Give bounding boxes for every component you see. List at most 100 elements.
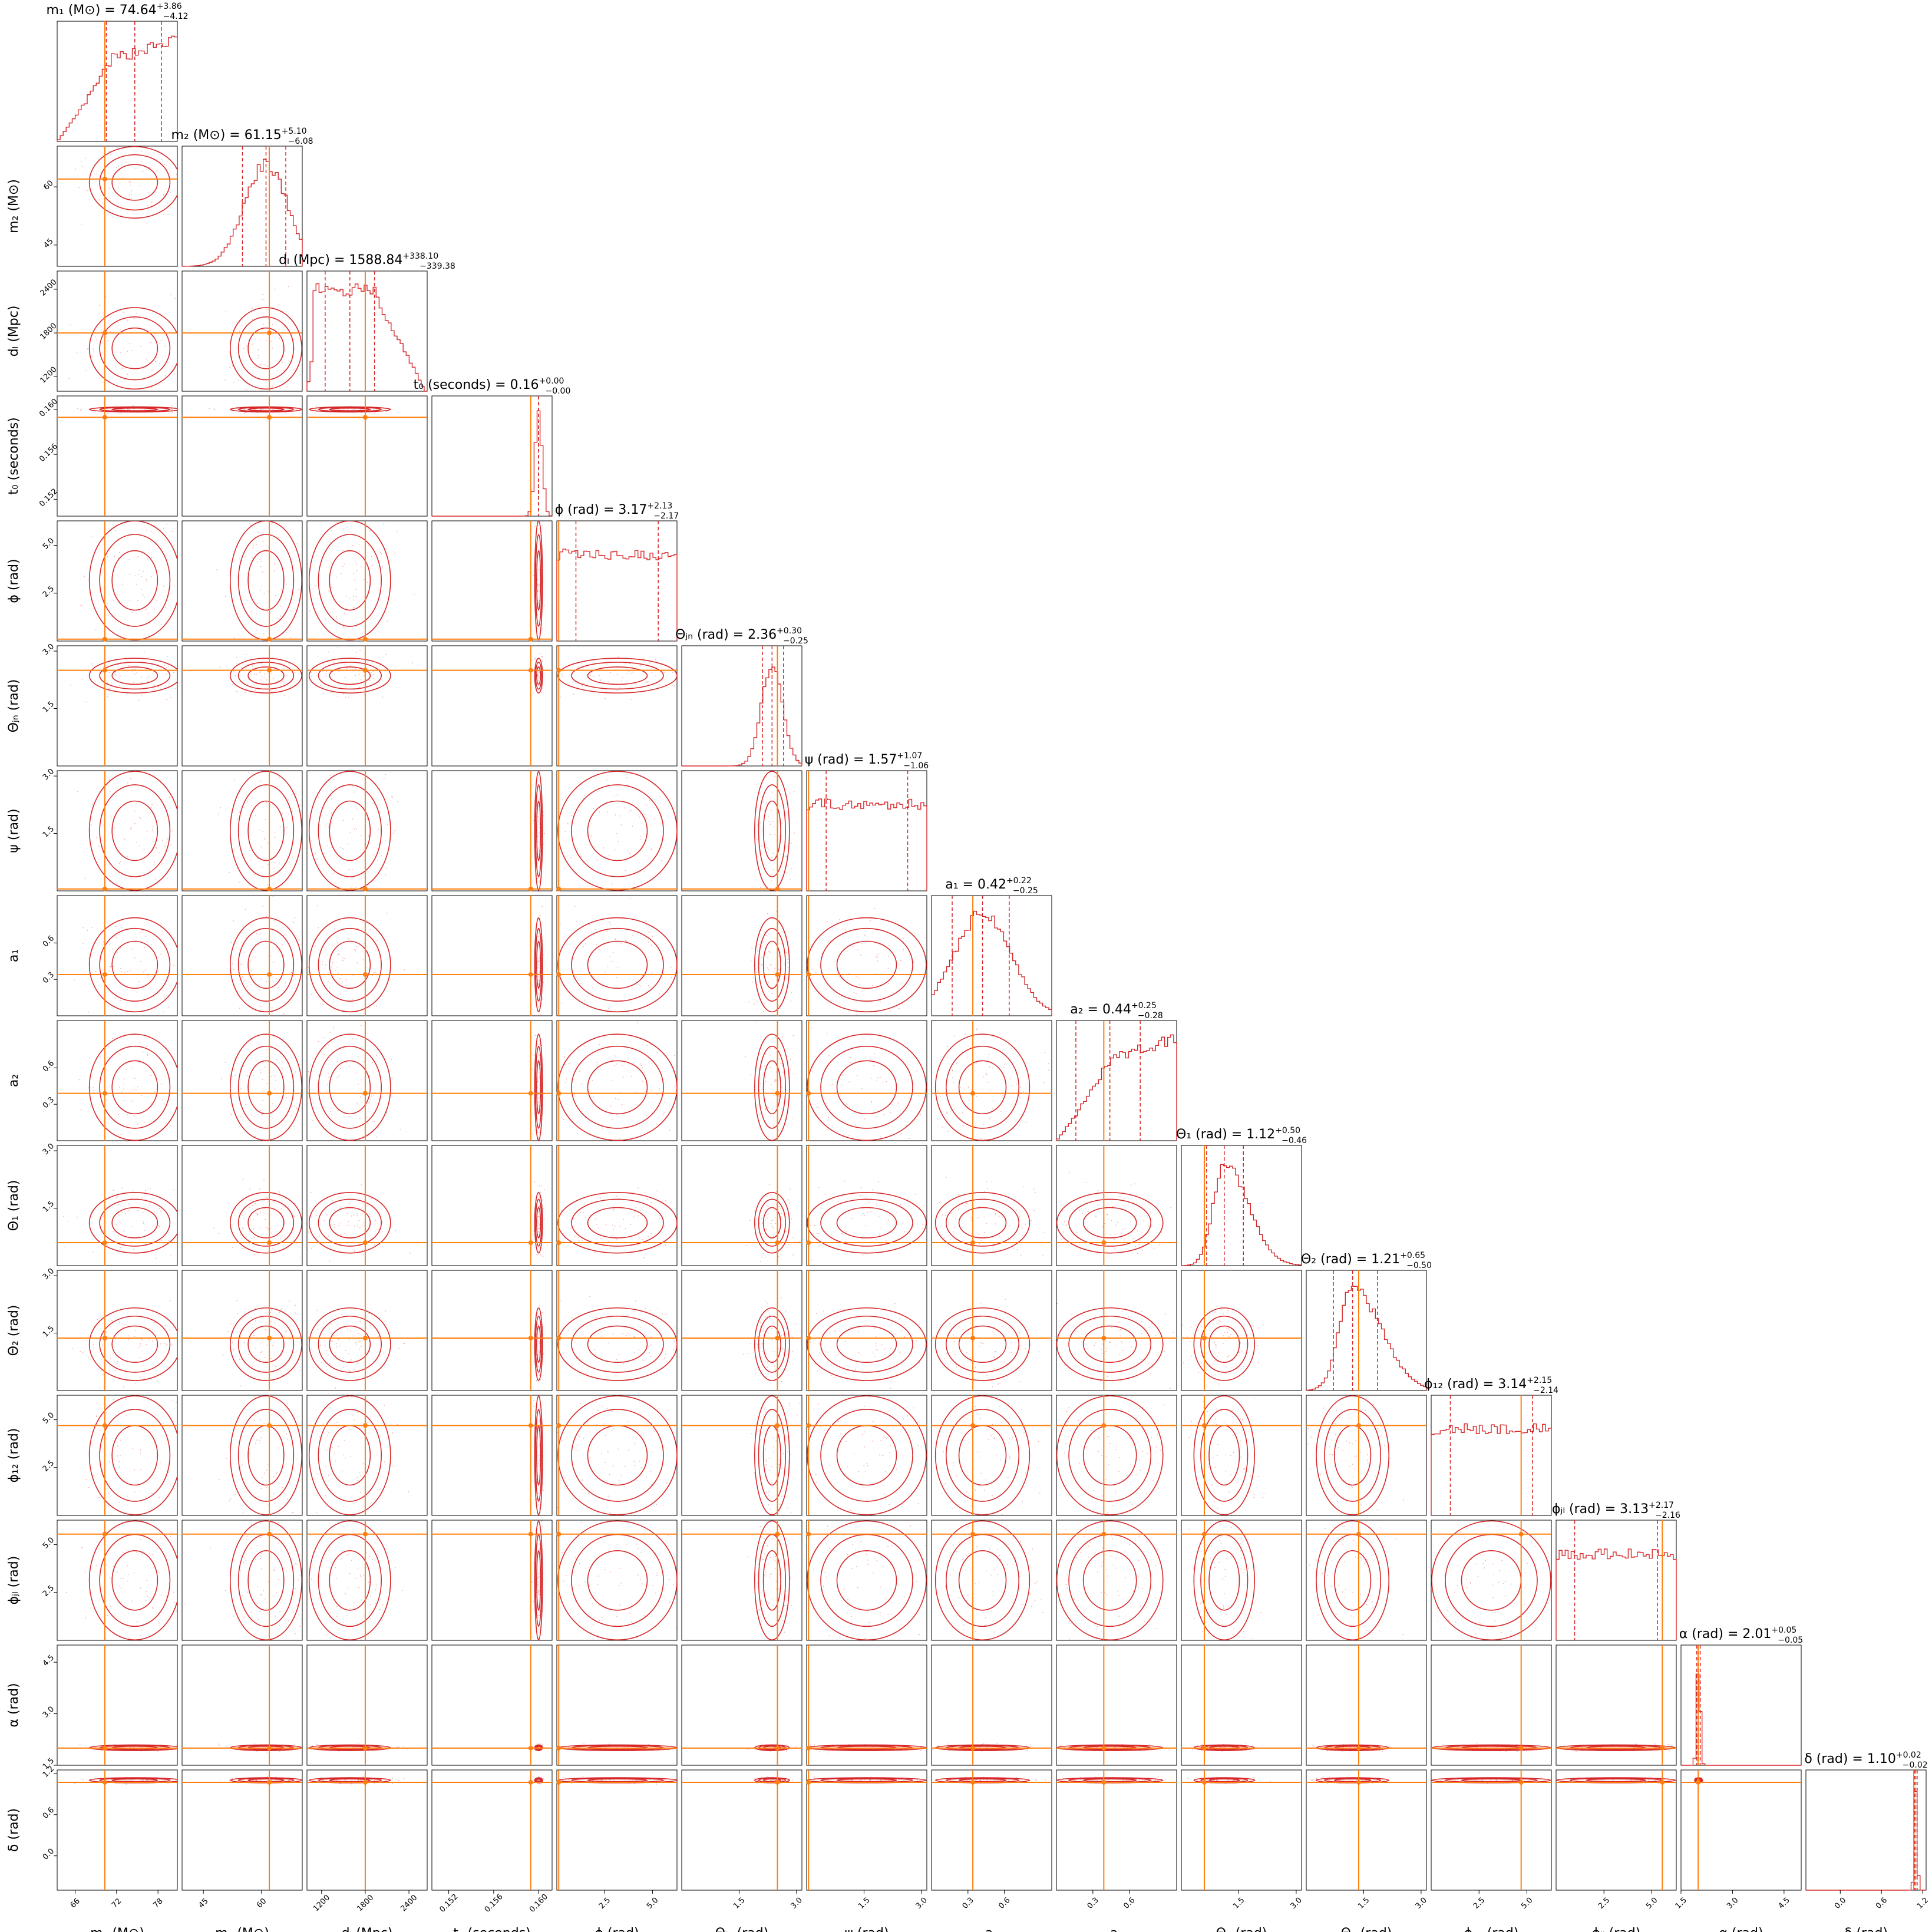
sample-point (323, 692, 324, 694)
sample-point (1107, 1436, 1108, 1437)
sample-point (369, 1503, 370, 1505)
sample-point (649, 800, 650, 801)
sample-point (539, 1076, 540, 1078)
sample-point (903, 1324, 905, 1325)
sample-point (610, 672, 611, 673)
sample-point (259, 1439, 260, 1441)
contour-level (229, 1191, 302, 1254)
sample-point (344, 1253, 345, 1254)
truth-point (267, 1240, 272, 1246)
sample-point (140, 346, 142, 348)
sample-point (538, 1015, 539, 1016)
sample-point (646, 818, 648, 820)
sample-point (163, 1011, 164, 1013)
sample-point (1101, 1353, 1103, 1354)
contour-level (807, 1033, 927, 1141)
sample-point (648, 1236, 649, 1237)
sample-point (538, 831, 540, 833)
sample-point (245, 555, 246, 557)
sample-point (261, 1200, 263, 1201)
histogram-title: ϕ (rad) = 3.17+2.13 −2.17 (555, 501, 679, 521)
sample-point (636, 873, 638, 875)
sample-point (578, 665, 580, 667)
sample-point (366, 1205, 368, 1207)
sample-point (263, 299, 265, 300)
truth-point (102, 1091, 107, 1096)
sample-point (871, 1101, 872, 1103)
sample-point (823, 1310, 824, 1312)
sample-point (767, 1107, 768, 1108)
sample-point (279, 1191, 280, 1193)
contour-level (535, 784, 543, 877)
sample-point (861, 1088, 863, 1089)
sample-point (259, 1373, 261, 1375)
sample-point (584, 1045, 586, 1047)
contour-level (99, 927, 171, 1002)
sample-point (330, 1111, 332, 1112)
sample-point (533, 575, 534, 577)
contour-panel-phi-a2 (556, 1020, 678, 1141)
sample-point (168, 1471, 170, 1473)
sample-point (538, 540, 540, 542)
sample-point (889, 1465, 891, 1467)
sample-point (795, 1323, 797, 1325)
sample-point (151, 557, 152, 559)
contour-level (571, 662, 664, 690)
sample-point (117, 1445, 118, 1447)
sample-point (780, 854, 781, 855)
sample-point (1164, 1313, 1166, 1315)
sample-point (331, 562, 332, 564)
sample-point (119, 675, 121, 676)
sample-point (1220, 1320, 1221, 1322)
sample-point (247, 684, 249, 686)
sample-point (752, 976, 754, 978)
sample-point (360, 1097, 361, 1098)
sample-point (338, 953, 339, 955)
sample-point (666, 1360, 668, 1362)
sample-point (254, 957, 256, 959)
sample-point (342, 820, 344, 821)
sample-point (612, 1119, 613, 1120)
sample-point (306, 407, 308, 409)
sample-point (767, 1492, 769, 1494)
histogram-title: Θⱼₙ (rad) = 2.36+0.30 −0.25 (675, 626, 808, 646)
sample-point (333, 1001, 335, 1003)
sample-point (356, 570, 358, 572)
sample-point (778, 1130, 780, 1131)
sample-point (1131, 1346, 1132, 1348)
sample-point (538, 1465, 539, 1466)
sample-point (632, 934, 634, 936)
sample-point (124, 159, 126, 161)
sample-point (172, 830, 173, 832)
sample-point (861, 1434, 863, 1435)
sample-point (136, 842, 137, 844)
sample-point (141, 1095, 142, 1097)
contour-level (329, 800, 371, 861)
sample-point (828, 1117, 829, 1118)
y-tick-label: 0.156 (38, 442, 60, 464)
sample-point (270, 341, 272, 342)
sample-point (153, 975, 154, 977)
sample-point (894, 1303, 896, 1304)
sample-point (130, 184, 132, 186)
sample-point (329, 1363, 331, 1365)
sample-point (838, 1421, 840, 1422)
sample-point (1005, 1299, 1006, 1300)
sample-point (663, 1111, 665, 1113)
sample-point (815, 972, 817, 973)
sample-point (295, 1304, 296, 1306)
sample-point (612, 1059, 613, 1061)
sample-point (785, 952, 787, 953)
sample-point (986, 1223, 987, 1224)
sample-point (391, 796, 392, 797)
sample-point (643, 658, 645, 659)
sample-point (267, 591, 269, 593)
sample-point (253, 1219, 255, 1221)
sample-point (839, 919, 840, 920)
y-tick-label: 5.0 (41, 1411, 56, 1425)
sample-point (885, 1471, 887, 1472)
sample-point (577, 1444, 579, 1446)
sample-point (123, 1083, 125, 1084)
sample-point (148, 1339, 150, 1340)
